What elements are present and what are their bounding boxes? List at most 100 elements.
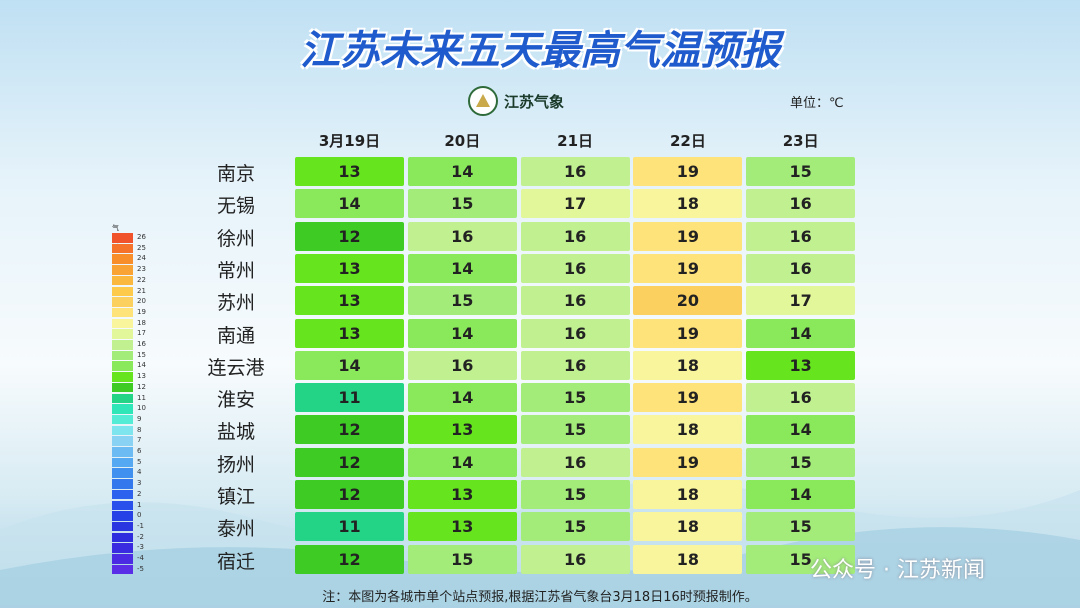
- temperature-cell: 14: [746, 480, 856, 509]
- temperature-cell: 19: [633, 447, 743, 477]
- temperature-cell: 13: [407, 415, 517, 445]
- legend-label: 23: [137, 265, 146, 274]
- legend-label: 16: [137, 340, 146, 348]
- temperature-cell: 15: [407, 189, 517, 219]
- legend-swatch: [112, 414, 133, 425]
- temperature-cell: 14: [407, 447, 517, 477]
- city-label: 苏州: [216, 292, 255, 315]
- legend-label: 18: [137, 318, 146, 327]
- temperature-cell: 16: [746, 189, 856, 219]
- city-label: 南通: [216, 324, 255, 347]
- column-header: 23日: [782, 132, 819, 150]
- legend-label: 22: [137, 275, 146, 284]
- legend-label: 3: [137, 479, 142, 488]
- temperature-cell: 17: [746, 286, 856, 316]
- temperature-cell: 18: [633, 480, 743, 509]
- temperature-cell: 16: [520, 544, 630, 574]
- temperature-cell: 16: [520, 318, 630, 348]
- city-label: 泰州: [216, 518, 255, 541]
- logo-icon: [468, 86, 498, 116]
- legend-swatch: [112, 479, 133, 489]
- temperature-cell: 19: [633, 318, 743, 348]
- city-label: 淮安: [216, 389, 255, 412]
- legend-label: 25: [137, 243, 146, 252]
- legend-swatch: [112, 307, 133, 318]
- legend-label: -1: [137, 521, 144, 530]
- legend-swatch: [112, 457, 133, 468]
- legend-swatch: [112, 554, 133, 564]
- temperature-cell: 18: [633, 350, 743, 380]
- legend-label: 21: [137, 286, 146, 295]
- temperature-cell: 15: [746, 512, 856, 542]
- legend-label: 8: [137, 425, 142, 434]
- legend-label: 12: [137, 382, 146, 391]
- temperature-cell: 15: [520, 415, 630, 445]
- legend-swatch: [112, 382, 133, 393]
- temperature-cell: 13: [746, 350, 856, 380]
- city-label: 南京: [216, 163, 255, 185]
- city-label: 盐城: [216, 421, 255, 444]
- temperature-cell: 16: [520, 447, 630, 477]
- legend-label: 0: [137, 511, 142, 520]
- column-header: 21日: [557, 132, 594, 150]
- legend-swatch: [112, 318, 133, 329]
- temperature-cell: 13: [407, 512, 517, 542]
- legend-swatch: [112, 468, 133, 478]
- temperature-cell: 19: [633, 221, 743, 251]
- legend-label: 7: [137, 436, 142, 445]
- temperature-cell: 14: [407, 383, 517, 413]
- temperature-cell: 14: [407, 253, 517, 283]
- legend-swatch: [112, 361, 133, 371]
- temperature-cell: 15: [746, 157, 856, 186]
- legend-swatch: [112, 404, 133, 414]
- temperature-cell: 13: [295, 157, 404, 186]
- column-header: 20日: [444, 132, 481, 150]
- temperature-cell: 18: [633, 544, 743, 574]
- temperature-cell: 15: [520, 480, 630, 509]
- legend-swatch: [112, 233, 133, 243]
- temperature-cell: 15: [746, 447, 856, 477]
- legend-swatch: [112, 297, 133, 307]
- temperature-cell: 16: [520, 253, 630, 283]
- temperature-cell: 14: [407, 157, 517, 186]
- legend-label: 6: [137, 447, 142, 455]
- legend-swatch: [112, 543, 133, 553]
- temperature-cell: 16: [520, 350, 630, 380]
- city-label: 徐州: [216, 227, 255, 250]
- legend-label: 13: [137, 372, 146, 381]
- legend-swatch: [112, 329, 133, 339]
- logo: 江苏气象: [468, 86, 564, 116]
- legend-swatch: [112, 275, 133, 286]
- legend-label: 9: [137, 414, 142, 423]
- temperature-cell: 15: [407, 286, 517, 316]
- temperature-cell: 19: [633, 253, 743, 283]
- temperature-cell: 16: [407, 350, 517, 380]
- temperature-cell: 15: [520, 383, 630, 413]
- column-header: 22日: [669, 132, 706, 150]
- logo-text: 江苏气象: [504, 92, 565, 111]
- legend-label: 24: [137, 254, 146, 263]
- temperature-cell: 12: [295, 447, 404, 477]
- temperature-cell: 18: [633, 415, 743, 445]
- watermark: 公众号 · 江苏新闻: [810, 558, 985, 583]
- legend-swatch: [112, 489, 133, 500]
- legend-swatch: [112, 350, 133, 361]
- legend-label: 26: [137, 233, 146, 241]
- temperature-cell: 16: [407, 221, 517, 251]
- temperature-cell: 16: [746, 253, 856, 283]
- city-label: 常州: [216, 259, 255, 282]
- temperature-cell: 14: [295, 189, 404, 219]
- unit: 单位：℃: [790, 96, 844, 111]
- temperature-cell: 16: [520, 221, 630, 251]
- temperature-cell: 18: [633, 512, 743, 542]
- temperature-cell: 11: [295, 512, 404, 542]
- legend-swatch: [112, 393, 133, 404]
- legend-swatch: [112, 243, 133, 254]
- legend-swatch: [112, 425, 133, 436]
- legend-label: -5: [137, 564, 144, 573]
- temperature-cell: 17: [520, 189, 630, 219]
- city-label: 无锡: [216, 195, 255, 218]
- temperature-cell: 20: [633, 286, 743, 316]
- temperature-cell: 13: [295, 318, 404, 348]
